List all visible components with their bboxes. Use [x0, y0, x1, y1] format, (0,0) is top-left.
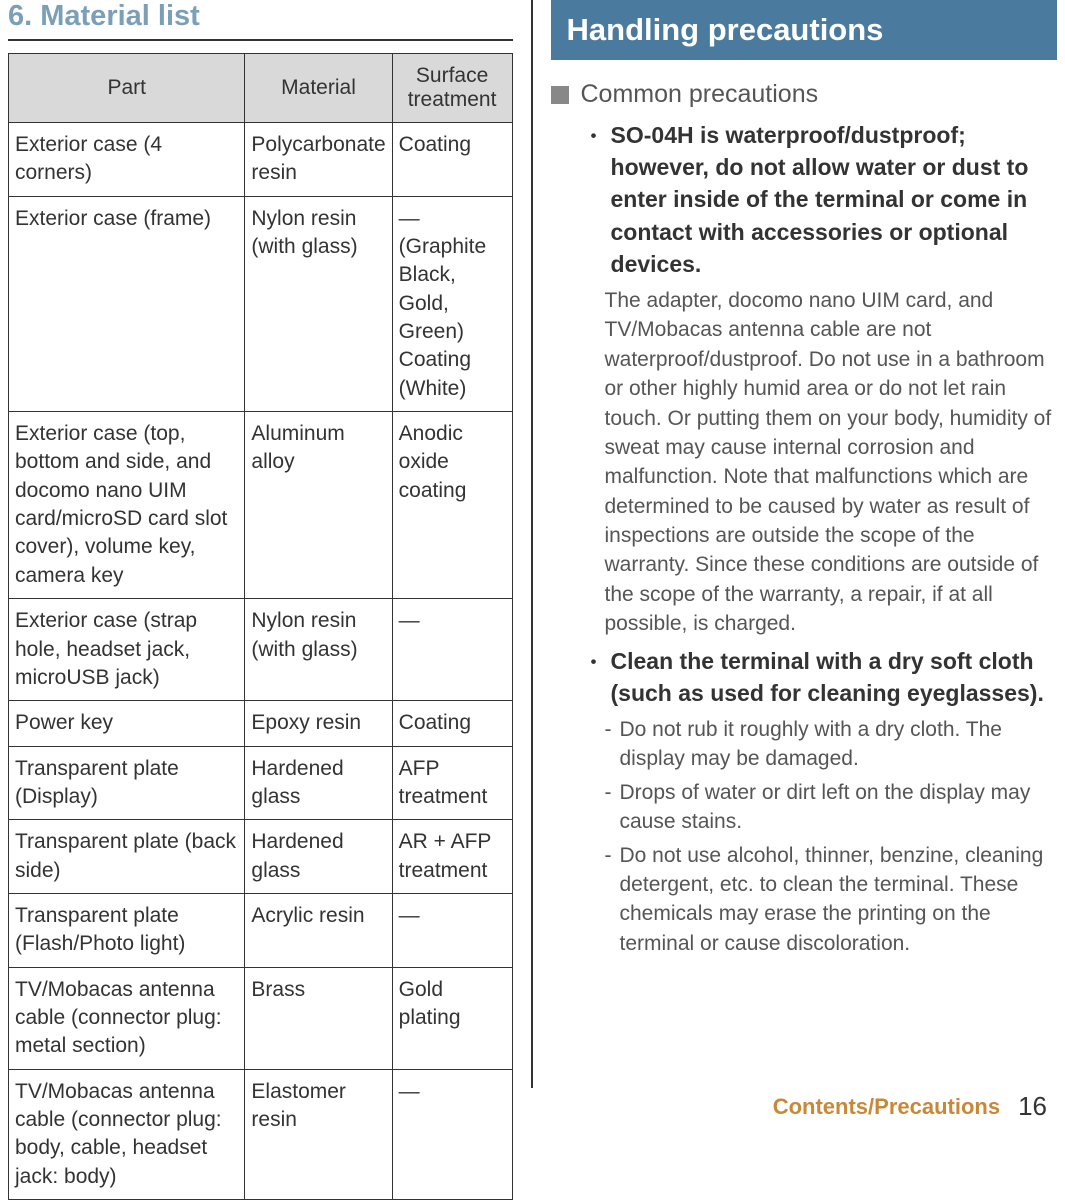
table-row: Transparent plate (Flash/Photo light)Acr… [9, 893, 513, 967]
table-cell: Transparent plate (Flash/Photo light) [9, 893, 245, 967]
table-cell: Nylon resin (with glass) [245, 599, 392, 701]
right-column: Handling precautions Common precautions … [533, 0, 1058, 1088]
table-cell: — [392, 599, 512, 701]
square-marker-icon [551, 86, 569, 104]
table-cell: AR + AFP treatment [392, 820, 512, 894]
precaution-item-1: ・ SO-04H is waterproof/dustproof; howeve… [583, 119, 1058, 280]
table-cell: Coating [392, 123, 512, 197]
table-cell: Elastomer resin [245, 1069, 392, 1199]
material-list-title: 6. Material list [8, 0, 513, 41]
table-cell: Power key [9, 701, 245, 746]
subsection-label: Common precautions [581, 80, 819, 109]
table-cell: Anodic oxide coating [392, 412, 512, 599]
table-cell: Exterior case (4 corners) [9, 123, 245, 197]
dash-icon: - [605, 841, 612, 959]
dash-icon: - [605, 715, 612, 774]
table-row: Exterior case (4 corners)Polycarbonate r… [9, 123, 513, 197]
table-header-row: Part Material Surface treatment [9, 54, 513, 123]
table-cell: Transparent plate (back side) [9, 820, 245, 894]
table-row: Exterior case (top, bottom and side, and… [9, 412, 513, 599]
dash-item: -Do not rub it roughly with a dry cloth.… [605, 715, 1058, 774]
dash-icon: - [605, 778, 612, 837]
table-cell: TV/Mobacas antenna cable (connector plug… [9, 1069, 245, 1199]
table-cell: Exterior case (frame) [9, 196, 245, 411]
footer-section-label: Contents/Precautions [773, 1094, 1000, 1120]
dash-text: Do not rub it roughly with a dry cloth. … [620, 715, 1058, 774]
table-cell: TV/Mobacas antenna cable (connector plug… [9, 967, 245, 1069]
footer: Contents/Precautions 16 [773, 1091, 1047, 1122]
table-cell: — [392, 1069, 512, 1199]
page-number: 16 [1018, 1091, 1047, 1122]
col-part: Part [9, 54, 245, 123]
table-cell: Exterior case (strap hole, headset jack,… [9, 599, 245, 701]
bullet-icon: ・ [583, 645, 605, 709]
common-precautions-title: Common precautions [551, 80, 1058, 109]
table-row: TV/Mobacas antenna cable (connector plug… [9, 967, 513, 1069]
table-cell: Hardened glass [245, 746, 392, 820]
left-column: 6. Material list Part Material Surface t… [8, 0, 533, 1088]
table-row: Transparent plate (Display)Hardened glas… [9, 746, 513, 820]
table-cell: Nylon resin (with glass) [245, 196, 392, 411]
bullet-icon: ・ [583, 119, 605, 280]
precaution-1-heading: SO-04H is waterproof/dustproof; however,… [611, 119, 1057, 280]
dash-text: Do not use alcohol, thinner, benzine, cl… [620, 841, 1058, 959]
table-cell: Brass [245, 967, 392, 1069]
material-table: Part Material Surface treatment Exterior… [8, 53, 513, 1200]
dash-item: -Drops of water or dirt left on the disp… [605, 778, 1058, 837]
dash-item: -Do not use alcohol, thinner, benzine, c… [605, 841, 1058, 959]
table-cell: Exterior case (top, bottom and side, and… [9, 412, 245, 599]
table-cell: Aluminum alloy [245, 412, 392, 599]
table-cell: — (Graphite Black, Gold, Green) Coating … [392, 196, 512, 411]
precaution-1-body: The adapter, docomo nano UIM card, and T… [605, 286, 1058, 639]
col-surface: Surface treatment [392, 54, 512, 123]
col-material: Material [245, 54, 392, 123]
table-cell: — [392, 893, 512, 967]
table-row: TV/Mobacas antenna cable (connector plug… [9, 1069, 513, 1199]
table-cell: Transparent plate (Display) [9, 746, 245, 820]
table-row: Exterior case (frame)Nylon resin (with g… [9, 196, 513, 411]
table-cell: Acrylic resin [245, 893, 392, 967]
precaution-2-heading: Clean the terminal with a dry soft cloth… [611, 645, 1057, 709]
table-cell: Coating [392, 701, 512, 746]
table-row: Transparent plate (back side)Hardened gl… [9, 820, 513, 894]
handling-precautions-banner: Handling precautions [551, 0, 1058, 60]
precaution-item-2: ・ Clean the terminal with a dry soft clo… [583, 645, 1058, 709]
table-cell: Gold plating [392, 967, 512, 1069]
table-cell: Hardened glass [245, 820, 392, 894]
table-cell: Epoxy resin [245, 701, 392, 746]
table-row: Exterior case (strap hole, headset jack,… [9, 599, 513, 701]
table-row: Power keyEpoxy resinCoating [9, 701, 513, 746]
table-cell: Polycarbonate resin [245, 123, 392, 197]
table-cell: AFP treatment [392, 746, 512, 820]
dash-text: Drops of water or dirt left on the displ… [620, 778, 1058, 837]
